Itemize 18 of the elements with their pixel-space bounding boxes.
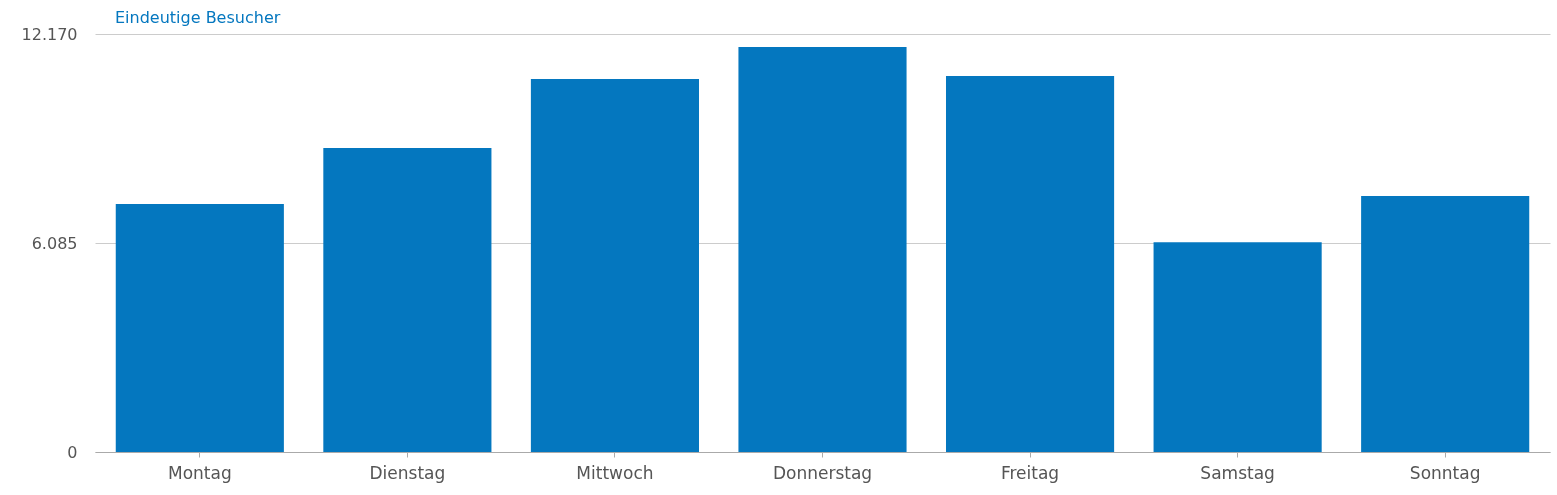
y-tick-label: 12.170 — [21, 24, 78, 44]
bar — [738, 47, 907, 452]
y-tick-label: 0 — [67, 442, 78, 462]
x-tick-label: Dienstag — [369, 462, 446, 483]
bar — [1153, 242, 1322, 452]
x-tick-label: Samstag — [1200, 462, 1275, 483]
bar — [530, 78, 699, 452]
bar — [1361, 196, 1530, 452]
bar — [946, 75, 1115, 452]
bar — [323, 148, 492, 452]
y-tick-label: 6.085 — [31, 233, 78, 253]
bar — [115, 204, 284, 452]
x-tick-label: Mittwoch — [576, 462, 654, 483]
x-tick-label: Montag — [167, 462, 232, 483]
x-tick-label: Freitag — [1000, 462, 1060, 483]
text: Eindeutige Besucher — [115, 8, 281, 27]
x-tick-label: Sonntag — [1409, 462, 1481, 483]
x-tick-label: Donnerstag — [772, 462, 873, 483]
